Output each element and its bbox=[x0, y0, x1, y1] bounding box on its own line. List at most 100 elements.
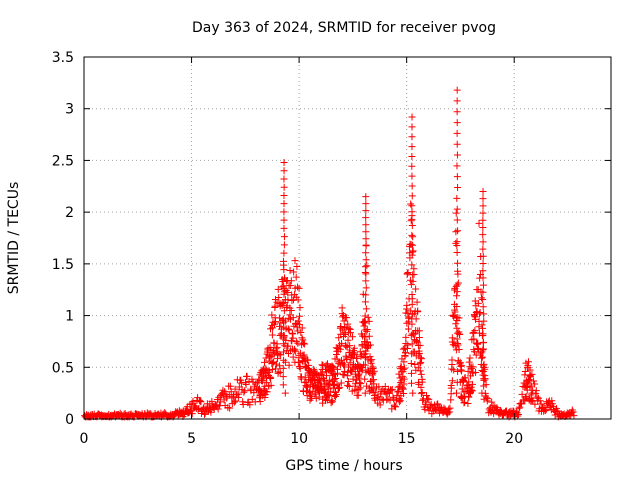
data-point bbox=[280, 257, 288, 265]
data-point bbox=[357, 380, 365, 388]
data-point bbox=[450, 366, 458, 374]
data-point bbox=[362, 242, 370, 250]
data-point bbox=[262, 365, 270, 373]
data-point bbox=[452, 389, 460, 397]
data-point bbox=[341, 330, 349, 338]
data-point bbox=[300, 339, 308, 347]
data-point bbox=[408, 123, 416, 131]
data-point bbox=[479, 259, 487, 267]
data-point bbox=[394, 388, 402, 396]
data-point bbox=[407, 217, 415, 225]
data-point bbox=[533, 393, 541, 401]
data-point bbox=[446, 404, 454, 412]
data-point bbox=[366, 353, 374, 361]
x-tick-label: 15 bbox=[398, 431, 416, 447]
x-tick-label: 0 bbox=[80, 431, 89, 447]
data-point bbox=[416, 341, 424, 349]
data-point bbox=[285, 326, 293, 334]
data-point bbox=[273, 355, 281, 363]
data-point bbox=[419, 396, 427, 404]
data-point bbox=[532, 389, 540, 397]
data-point bbox=[243, 372, 251, 380]
data-point bbox=[415, 349, 423, 357]
data-point bbox=[453, 313, 461, 321]
data-point bbox=[479, 195, 487, 203]
data-point bbox=[287, 277, 295, 285]
data-point bbox=[363, 382, 371, 390]
data-point bbox=[465, 358, 473, 366]
data-point bbox=[408, 202, 416, 210]
data-point bbox=[452, 346, 460, 354]
data-point bbox=[276, 362, 284, 370]
data-point bbox=[417, 383, 425, 391]
data-point bbox=[292, 273, 300, 281]
data-point bbox=[386, 396, 394, 404]
data-point bbox=[275, 293, 283, 301]
data-point bbox=[408, 310, 416, 318]
data-point bbox=[362, 291, 370, 299]
chart-title: Day 363 of 2024, SRMTID for receiver pvo… bbox=[192, 20, 496, 36]
data-point bbox=[274, 285, 282, 293]
data-point bbox=[280, 191, 288, 199]
y-tick-label: 3 bbox=[65, 102, 74, 118]
data-point bbox=[479, 252, 487, 260]
data-point bbox=[479, 216, 487, 224]
data-point bbox=[412, 315, 420, 323]
data-point bbox=[427, 400, 435, 408]
data-point bbox=[401, 364, 409, 372]
data-point bbox=[569, 408, 577, 416]
data-point bbox=[345, 383, 353, 391]
data-point bbox=[342, 324, 350, 332]
data-point bbox=[293, 263, 301, 271]
data-point bbox=[191, 404, 199, 412]
data-point bbox=[322, 361, 330, 369]
data-point bbox=[362, 277, 370, 285]
data-point bbox=[514, 412, 522, 420]
data-point bbox=[408, 113, 416, 121]
data-point bbox=[372, 388, 380, 396]
data-point bbox=[361, 312, 369, 320]
data-point bbox=[436, 403, 444, 411]
data-point bbox=[454, 184, 462, 192]
data-point bbox=[452, 228, 460, 236]
data-point bbox=[291, 257, 299, 265]
data-point bbox=[453, 324, 461, 332]
data-point bbox=[425, 395, 433, 403]
data-point bbox=[392, 403, 400, 411]
data-point bbox=[290, 268, 298, 276]
data-point bbox=[468, 380, 476, 388]
data-point bbox=[362, 207, 370, 215]
data-point bbox=[478, 354, 486, 362]
data-point bbox=[468, 387, 476, 395]
data-point bbox=[361, 361, 369, 369]
data-point bbox=[479, 187, 487, 195]
data-point bbox=[478, 389, 486, 397]
data-point bbox=[454, 259, 462, 267]
data-point bbox=[468, 365, 476, 373]
data-point bbox=[408, 350, 416, 358]
data-point bbox=[280, 331, 288, 339]
data-point bbox=[465, 378, 473, 386]
data-point bbox=[480, 310, 488, 318]
axis-ticks: 0 5 10 15 20 0 0.5 1 1.5 2 2.5 3 3.5 bbox=[52, 50, 611, 447]
data-point bbox=[194, 405, 202, 413]
data-point bbox=[541, 407, 549, 415]
data-point bbox=[450, 338, 458, 346]
x-axis-label: GPS time / hours bbox=[285, 458, 402, 474]
data-point bbox=[478, 353, 486, 361]
data-point bbox=[548, 397, 556, 405]
data-point bbox=[268, 365, 276, 373]
data-point bbox=[399, 365, 407, 373]
data-point bbox=[407, 200, 415, 208]
data-point bbox=[455, 330, 463, 338]
y-tick-label: 0 bbox=[65, 412, 74, 428]
data-point bbox=[226, 382, 234, 390]
data-point bbox=[289, 314, 297, 322]
data-point bbox=[235, 390, 243, 398]
data-point bbox=[570, 412, 578, 420]
data-point bbox=[445, 408, 453, 416]
data-point bbox=[294, 296, 302, 304]
data-point bbox=[409, 241, 417, 249]
data-point bbox=[342, 352, 350, 360]
